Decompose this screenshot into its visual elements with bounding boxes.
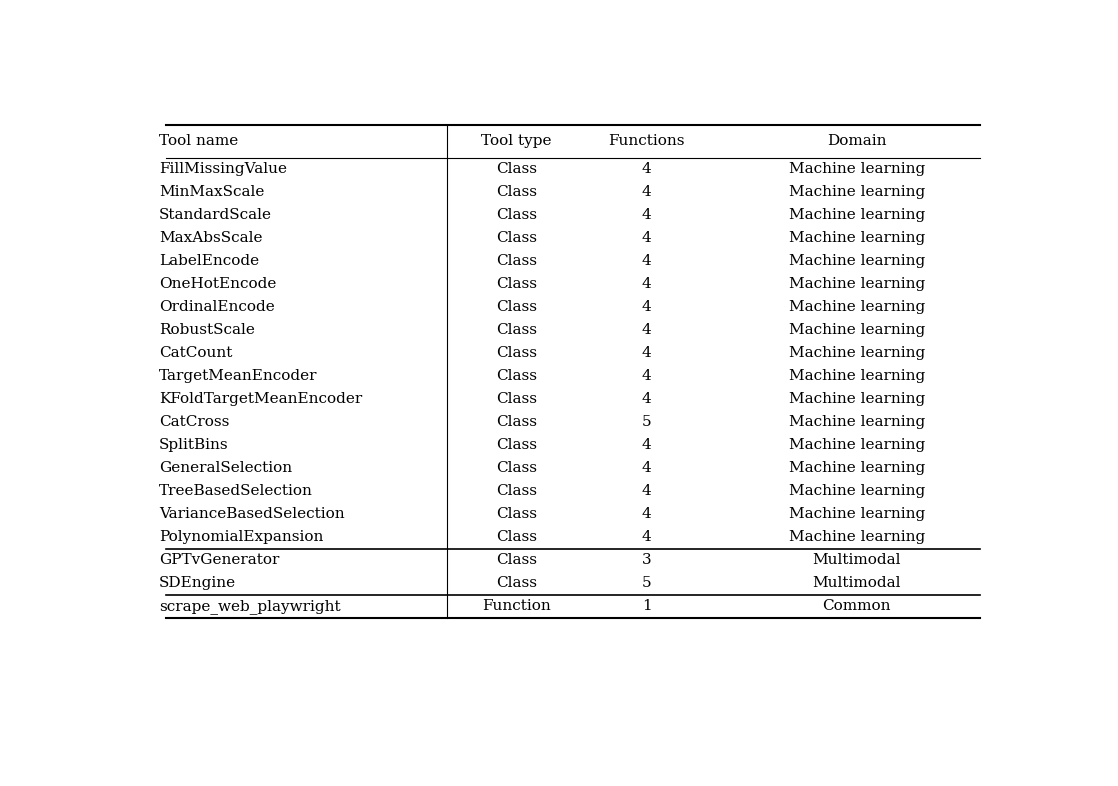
Text: Domain: Domain <box>827 134 887 149</box>
Text: Class: Class <box>496 185 537 200</box>
Text: Class: Class <box>496 255 537 268</box>
Text: Class: Class <box>496 163 537 176</box>
Text: Machine learning: Machine learning <box>788 208 925 222</box>
Text: CatCross: CatCross <box>159 415 229 429</box>
Text: 1: 1 <box>642 600 652 613</box>
Text: RobustScale: RobustScale <box>159 323 255 337</box>
Text: Common: Common <box>823 600 891 613</box>
Text: Functions: Functions <box>608 134 685 149</box>
Text: StandardScale: StandardScale <box>159 208 272 222</box>
Text: Class: Class <box>496 439 537 453</box>
Text: 3: 3 <box>642 553 652 567</box>
Text: Machine learning: Machine learning <box>788 277 925 292</box>
Text: Class: Class <box>496 369 537 384</box>
Text: Class: Class <box>496 277 537 292</box>
Text: 4: 4 <box>642 231 652 245</box>
Text: Machine learning: Machine learning <box>788 531 925 545</box>
Text: LabelEncode: LabelEncode <box>159 255 259 268</box>
Text: 4: 4 <box>642 300 652 314</box>
Text: 5: 5 <box>642 576 652 590</box>
Text: Machine learning: Machine learning <box>788 507 925 521</box>
Text: 4: 4 <box>642 185 652 200</box>
Text: Machine learning: Machine learning <box>788 461 925 476</box>
Text: MinMaxScale: MinMaxScale <box>159 185 264 200</box>
Text: 4: 4 <box>642 208 652 222</box>
Text: MaxAbsScale: MaxAbsScale <box>159 231 263 245</box>
Text: 4: 4 <box>642 461 652 476</box>
Text: Machine learning: Machine learning <box>788 415 925 429</box>
Text: FillMissingValue: FillMissingValue <box>159 163 287 176</box>
Text: Machine learning: Machine learning <box>788 231 925 245</box>
Text: 4: 4 <box>642 439 652 453</box>
Text: TargetMeanEncoder: TargetMeanEncoder <box>159 369 318 384</box>
Text: 4: 4 <box>642 323 652 337</box>
Text: Tool name: Tool name <box>159 134 238 149</box>
Text: SplitBins: SplitBins <box>159 439 228 453</box>
Text: Machine learning: Machine learning <box>788 484 925 498</box>
Text: Machine learning: Machine learning <box>788 255 925 268</box>
Text: Class: Class <box>496 392 537 406</box>
Text: 4: 4 <box>642 277 652 292</box>
Text: Class: Class <box>496 461 537 476</box>
Text: Class: Class <box>496 507 537 521</box>
Text: Machine learning: Machine learning <box>788 300 925 314</box>
Text: KFoldTargetMeanEncoder: KFoldTargetMeanEncoder <box>159 392 362 406</box>
Text: GPTvGenerator: GPTvGenerator <box>159 553 280 567</box>
Text: Machine learning: Machine learning <box>788 347 925 360</box>
Text: Machine learning: Machine learning <box>788 163 925 176</box>
Text: PolynomialExpansion: PolynomialExpansion <box>159 531 323 545</box>
Text: VarianceBasedSelection: VarianceBasedSelection <box>159 507 344 521</box>
Text: TreeBasedSelection: TreeBasedSelection <box>159 484 313 498</box>
Text: OrdinalEncode: OrdinalEncode <box>159 300 275 314</box>
Text: Class: Class <box>496 576 537 590</box>
Text: GeneralSelection: GeneralSelection <box>159 461 292 476</box>
Text: 4: 4 <box>642 392 652 406</box>
Text: scrape_web_playwright: scrape_web_playwright <box>159 599 341 614</box>
Text: 4: 4 <box>642 484 652 498</box>
Text: 4: 4 <box>642 255 652 268</box>
Text: Class: Class <box>496 553 537 567</box>
Text: Class: Class <box>496 415 537 429</box>
Text: CatCount: CatCount <box>159 347 233 360</box>
Text: Multimodal: Multimodal <box>813 576 901 590</box>
Text: 4: 4 <box>642 347 652 360</box>
Text: Function: Function <box>482 600 551 613</box>
Text: Machine learning: Machine learning <box>788 392 925 406</box>
Text: 4: 4 <box>642 507 652 521</box>
Text: SDEngine: SDEngine <box>159 576 236 590</box>
Text: Machine learning: Machine learning <box>788 323 925 337</box>
Text: 4: 4 <box>642 531 652 545</box>
Text: Machine learning: Machine learning <box>788 369 925 384</box>
Text: Machine learning: Machine learning <box>788 439 925 453</box>
Text: Class: Class <box>496 484 537 498</box>
Text: Class: Class <box>496 531 537 545</box>
Text: 4: 4 <box>642 369 652 384</box>
Text: 5: 5 <box>642 415 652 429</box>
Text: Class: Class <box>496 300 537 314</box>
Text: OneHotEncode: OneHotEncode <box>159 277 276 292</box>
Text: 4: 4 <box>642 163 652 176</box>
Text: Class: Class <box>496 347 537 360</box>
Text: Class: Class <box>496 323 537 337</box>
Text: Tool type: Tool type <box>482 134 552 149</box>
Text: Class: Class <box>496 208 537 222</box>
Text: Machine learning: Machine learning <box>788 185 925 200</box>
Text: Multimodal: Multimodal <box>813 553 901 567</box>
Text: Class: Class <box>496 231 537 245</box>
